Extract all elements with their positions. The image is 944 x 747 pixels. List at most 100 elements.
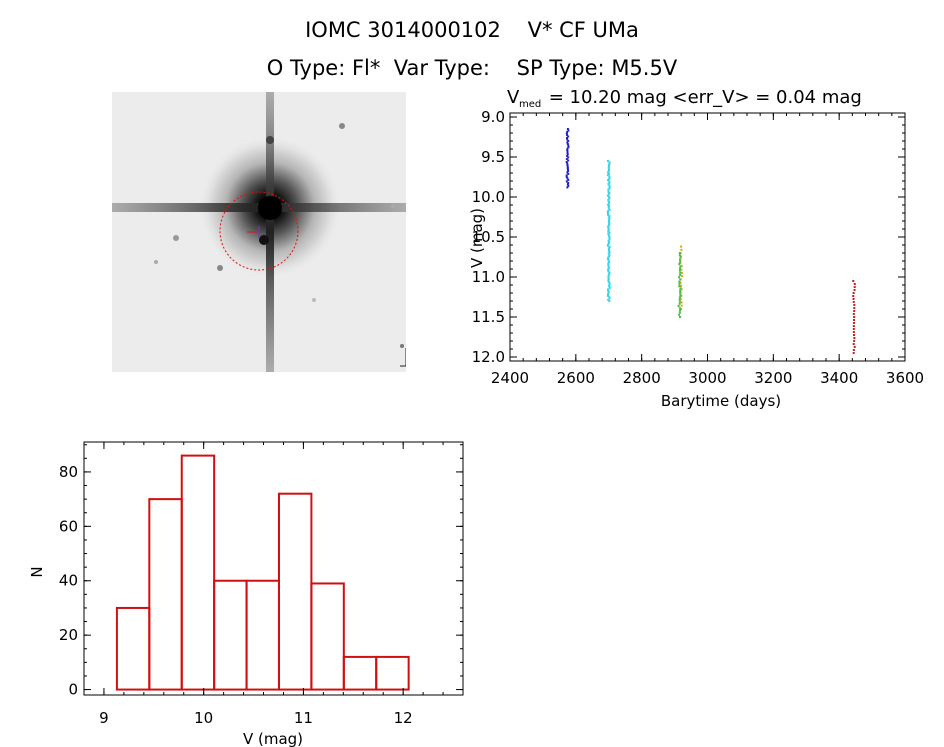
lc-data-point [608, 204, 611, 207]
lc-data-point [607, 289, 610, 292]
lc-data-point [566, 154, 569, 157]
lc-data-point [567, 135, 570, 138]
lc-data-point [678, 252, 681, 254]
lc-data-point [678, 302, 681, 305]
lc-data-point [606, 293, 609, 296]
lc-data-point [680, 265, 683, 268]
lc-data-point [608, 271, 611, 274]
lc-data-point [608, 192, 611, 195]
hist-bar [213, 579, 248, 691]
lc-data-point [607, 190, 610, 193]
lc-data-point [608, 261, 611, 264]
lc-data-point [608, 296, 611, 299]
lc-data-point [853, 316, 856, 318]
lc-data-point [607, 262, 610, 265]
lc-data-point [852, 280, 855, 282]
lc-data-point [608, 255, 611, 258]
lc-data-point [608, 215, 611, 218]
lc-data-point [566, 153, 569, 156]
lc-data-point [607, 165, 610, 168]
lc-data-point [678, 258, 681, 261]
lc-data-point [607, 228, 610, 231]
lc-data-point [853, 289, 856, 291]
lc-data-point [679, 298, 682, 301]
lc-data-point [606, 179, 609, 182]
lc-data-point [853, 340, 856, 342]
lc-data-point [566, 128, 569, 130]
lc-data-point [853, 337, 856, 339]
lc-x-tick-label: 3200 [754, 369, 792, 387]
lc-data-point [566, 183, 569, 186]
lc-data-point [608, 181, 611, 184]
lc-data-point [678, 307, 681, 310]
lc-data-point [567, 178, 570, 181]
lc-data-point [607, 226, 610, 229]
lc-data-point [608, 217, 611, 220]
lc-data-point [607, 216, 610, 219]
lc-data-point [608, 186, 611, 189]
lc-x-tick-label: 3600 [886, 369, 924, 387]
lc-data-point [608, 283, 611, 286]
lc-data-point [852, 322, 855, 324]
lc-data-point [853, 304, 856, 306]
lc-data-point [608, 202, 611, 205]
lc-data-point [608, 231, 611, 234]
hist-bar [148, 498, 183, 691]
lc-data-point [607, 243, 610, 246]
hist-y-tick-label: 80 [59, 463, 78, 481]
lc-data-point [608, 297, 611, 300]
lc-data-point [852, 352, 855, 354]
lc-data-point [566, 162, 569, 165]
lc-data-point [566, 130, 569, 133]
lc-data-point [607, 276, 610, 279]
lc-data-point [608, 238, 611, 241]
lc-series [565, 128, 570, 189]
lc-data-point [607, 280, 610, 283]
lc-data-point [678, 285, 681, 288]
lc-data-point [678, 296, 681, 299]
lc-data-point [607, 275, 610, 278]
lc-data-point [680, 288, 683, 291]
lc-data-point [608, 185, 611, 188]
lc-data-point [852, 331, 855, 333]
hist-x-tick-label: 11 [294, 709, 313, 727]
lc-data-point [608, 285, 611, 288]
lc-data-point [607, 203, 610, 206]
lc-data-point [679, 274, 682, 277]
hist-y-tick-label: 20 [59, 626, 78, 644]
lc-data-point [607, 292, 610, 295]
lc-data-point [678, 298, 681, 301]
lc-data-point [679, 293, 682, 296]
lc-data-point [565, 175, 568, 178]
lc-data-point [679, 309, 682, 312]
lc-data-point [566, 166, 569, 169]
lc-data-point [608, 251, 611, 254]
lc-data-point [607, 270, 610, 273]
lc-data-point [853, 310, 856, 312]
lc-data-point [567, 156, 570, 159]
lc-y-tick-label: 10.0 [472, 188, 505, 206]
lc-data-point [607, 239, 610, 242]
hist-plot-frame [83, 441, 464, 696]
lc-data-point [566, 186, 569, 189]
lc-data-point [567, 129, 570, 132]
lc-data-point [607, 278, 610, 281]
lc-data-point [565, 157, 568, 160]
lc-data-point [566, 168, 569, 171]
lc-data-point [853, 283, 856, 285]
lc-x-tick-label: 2800 [623, 369, 661, 387]
lc-data-point [608, 282, 611, 285]
lc-data-point [607, 249, 610, 252]
lc-data-point [566, 136, 569, 139]
hist-y-tick-label: 0 [68, 681, 78, 699]
lc-data-point [681, 275, 684, 278]
lc-data-point [566, 177, 569, 180]
lc-y-axis-label: V (mag) [468, 208, 486, 268]
lc-data-point [678, 276, 681, 279]
lc-data-point [607, 171, 610, 174]
lc-data-point [607, 242, 610, 245]
lc-data-point [607, 269, 610, 272]
lc-data-point [566, 138, 569, 141]
lc-data-point [567, 169, 570, 172]
lc-data-point [680, 268, 683, 271]
